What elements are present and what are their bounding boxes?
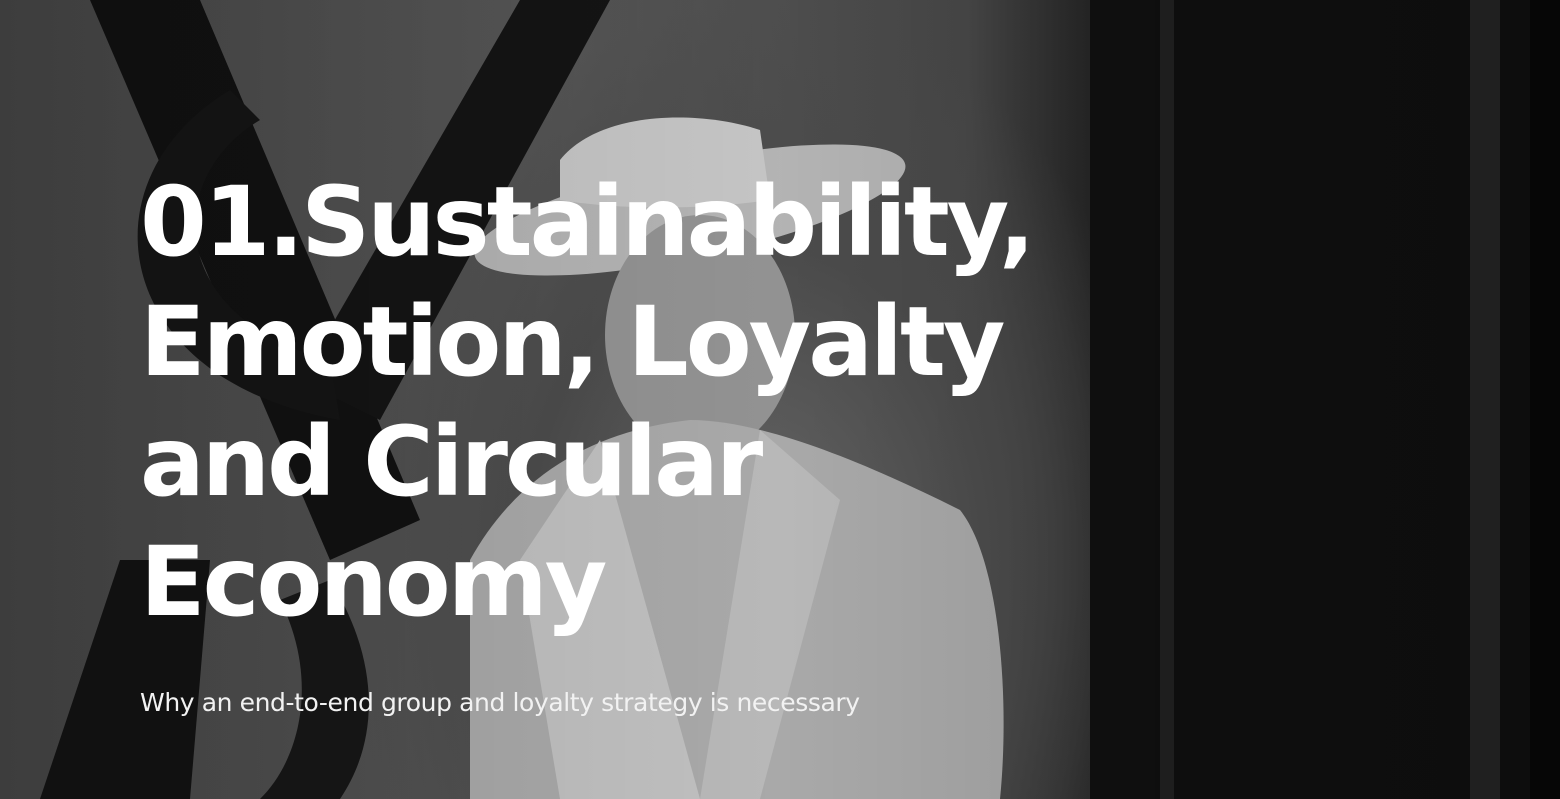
hero-title-line: Emotion, Loyalty — [140, 286, 1005, 398]
hat-crown — [560, 117, 770, 208]
door-edge — [1470, 0, 1500, 799]
monogram-stroke — [40, 560, 210, 799]
mannequin-face — [605, 215, 795, 455]
jacket-lapel — [520, 440, 700, 799]
monogram-stroke — [137, 90, 340, 420]
hat-brim — [474, 144, 906, 276]
hero-title-line: 01.Sustainability, — [140, 166, 1035, 278]
door-edge — [1160, 0, 1174, 799]
hero-title-line: and Circular — [140, 406, 763, 518]
hero-title-line: Economy — [140, 526, 607, 638]
monogram-stroke — [260, 580, 369, 799]
hero-content: 01.Sustainability, Emotion, Loyalty and … — [140, 162, 1040, 642]
jacket-lapel — [700, 430, 840, 799]
door-edge — [1530, 0, 1560, 799]
monogram-stroke — [300, 0, 610, 420]
hero-title: 01.Sustainability, Emotion, Loyalty and … — [140, 162, 1040, 642]
hero-subtitle: Why an end-to-end group and loyalty stra… — [140, 688, 860, 717]
